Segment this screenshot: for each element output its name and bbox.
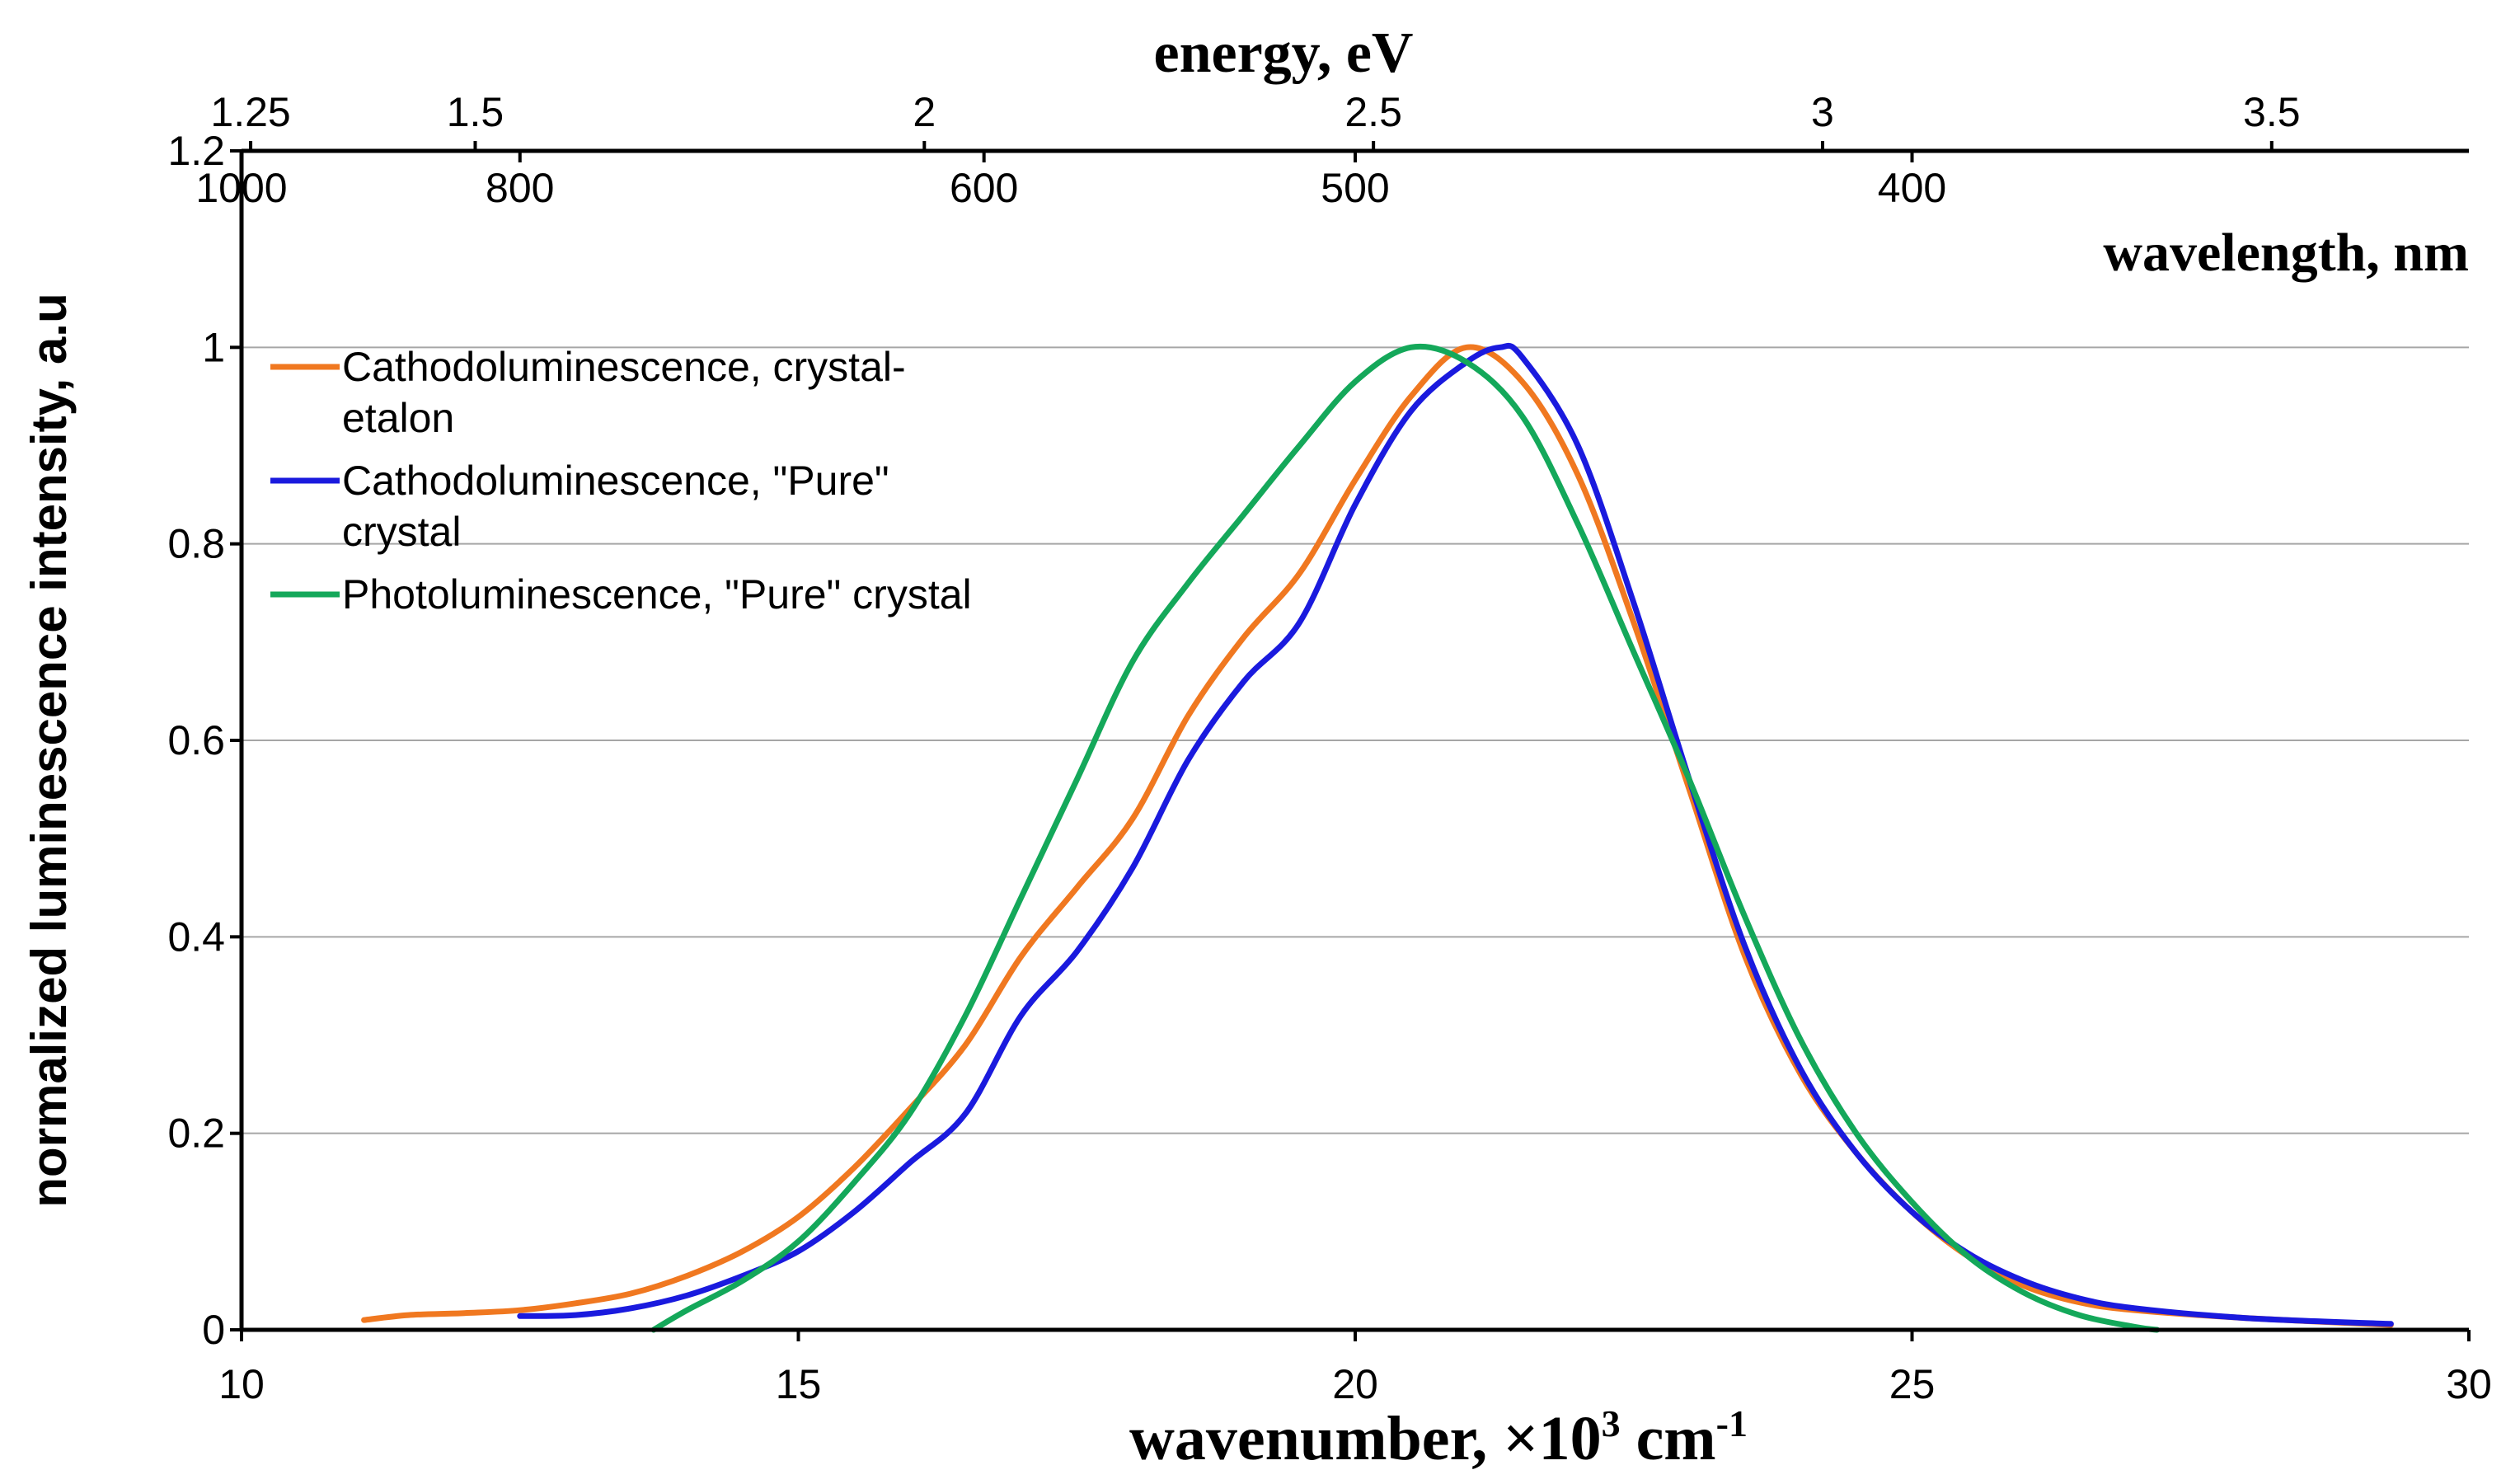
y-axis-title: normalized luminescence intensity, a.u — [21, 293, 77, 1207]
legend-label-1-1: crystal — [342, 509, 461, 555]
y-tick-label-4: 0.8 — [167, 521, 225, 567]
legend-label-0-1: etalon — [342, 395, 454, 441]
x-axis-title-prefix: wavenumber, ×10 — [1129, 1404, 1602, 1473]
energy-tick-label-4: 3 — [1811, 89, 1834, 135]
energy-tick-label-0: 1.25 — [210, 89, 290, 135]
series-lines — [361, 342, 2394, 1333]
x-axis-title-unit: cm — [1621, 1404, 1716, 1473]
legend-label-1-0: Cathodoluminescence, "Pure" — [342, 458, 889, 504]
legend: Cathodoluminescence, crystal-etalon Catho… — [270, 344, 972, 618]
x-tick-label-4: 30 — [2446, 1361, 2492, 1407]
legend-label-2-0: Photoluminescence, "Pure" crystal — [342, 571, 972, 618]
wavelength-axis-title: wavelength, nm — [2103, 223, 2469, 283]
energy-tick-label-1: 1.5 — [447, 89, 504, 135]
wavelength-tick-label-4: 400 — [1878, 165, 1946, 211]
x-tick-label-1: 15 — [776, 1361, 822, 1407]
x-axis-title-exp: 3 — [1602, 1402, 1621, 1444]
legend-label-0-0: Cathodoluminescence, crystal- — [342, 344, 906, 390]
wavelength-tick-label-2: 600 — [950, 165, 1018, 211]
y-tick-label-5: 1 — [202, 324, 225, 370]
energy-tick-label-3: 2.5 — [1344, 89, 1402, 135]
wavelength-tick-label-0: 1000 — [195, 165, 287, 211]
y-tick-label-6: 1.2 — [167, 128, 225, 174]
x-axis-title: wavenumber, ×103 cm-1 — [1129, 1402, 1748, 1473]
gridlines — [242, 346, 2469, 1134]
y-tick-label-1: 0.2 — [167, 1111, 225, 1157]
energy-axis-title: energy, eV — [1154, 21, 1414, 85]
y-tick-label-2: 0.4 — [167, 913, 225, 960]
x-tick-label-0: 10 — [218, 1361, 265, 1407]
energy-tick-label-2: 2 — [913, 89, 936, 135]
x-axis-title-unit-exp: -1 — [1716, 1402, 1748, 1444]
tick-labels: 10 15 20 25 30 0 0.2 0.4 0.6 0.8 1 1.21.25 1.5 2 2.5 3 3… — [167, 89, 2491, 1407]
series-pl-pure-crystal-line — [650, 343, 2161, 1333]
wavelength-tick-label-3: 500 — [1321, 165, 1389, 211]
x-tick-label-2: 20 — [1332, 1361, 1378, 1407]
x-tick-label-3: 25 — [1889, 1361, 1936, 1407]
y-tick-label-3: 0.6 — [167, 717, 225, 763]
energy-tick-label-5: 3.5 — [2243, 89, 2301, 135]
y-tick-label-0: 0 — [202, 1307, 225, 1353]
wavelength-tick-label-1: 800 — [486, 165, 554, 211]
